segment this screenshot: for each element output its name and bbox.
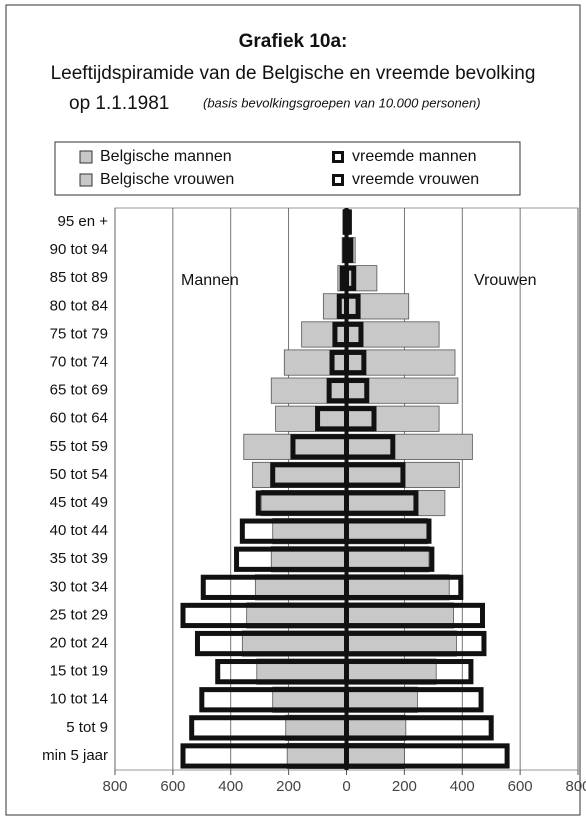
y-tick-label: 30 tot 34: [50, 578, 108, 595]
y-tick-label: 90 tot 94: [50, 241, 108, 258]
y-tick-label: 40 tot 44: [50, 522, 108, 539]
y-tick-label: 35 tot 39: [50, 550, 108, 567]
subtitle-date: op 1.1.1981: [69, 93, 169, 114]
y-tick-label: 80 tot 84: [50, 297, 108, 314]
x-tick-label: 800: [565, 778, 586, 795]
x-tick-label: 0: [342, 778, 350, 795]
x-tick-label: 200: [392, 778, 417, 795]
annotation: Mannen: [181, 272, 239, 289]
legend-swatch: [79, 173, 93, 187]
legend-label: vreemde mannen: [352, 148, 477, 165]
x-tick-label: 600: [160, 778, 185, 795]
x-tick-label: 200: [276, 778, 301, 795]
y-tick-label: 45 tot 49: [50, 494, 108, 511]
y-tick-label: 95 en +: [58, 213, 109, 230]
chart-subtitle: Leeftijdspiramide van de Belgische en vr…: [51, 63, 536, 84]
y-tick-label: min 5 jaar: [42, 747, 108, 764]
legend-label: Belgische vrouwen: [100, 171, 234, 188]
legend-label: Belgische mannen: [100, 148, 232, 165]
y-tick-label: 65 tot 69: [50, 382, 108, 399]
legend-label: vreemde vrouwen: [352, 171, 479, 188]
y-tick-label: 75 tot 79: [50, 325, 108, 342]
legend-swatch: [332, 151, 344, 163]
x-tick-label: 400: [450, 778, 475, 795]
chart-title: Grafiek 10a:: [239, 31, 348, 52]
x-tick-label: 600: [508, 778, 533, 795]
y-tick-label: 70 tot 74: [50, 354, 108, 371]
legend-box: [54, 141, 521, 196]
x-tick-label: 800: [102, 778, 127, 795]
y-tick-label: 50 tot 54: [50, 466, 108, 483]
annotation: Vrouwen: [474, 272, 537, 289]
y-tick-label: 10 tot 14: [50, 691, 108, 708]
subtitle-note: (basis bevolkingsgroepen van 10.000 pers…: [203, 95, 481, 110]
x-tick-label: 400: [218, 778, 243, 795]
y-tick-label: 55 tot 59: [50, 438, 108, 455]
legend-swatch: [332, 174, 344, 186]
y-tick-label: 5 tot 9: [66, 719, 108, 736]
y-tick-label: 15 tot 19: [50, 663, 108, 680]
y-tick-label: 20 tot 24: [50, 635, 108, 652]
legend-swatch: [79, 150, 93, 164]
y-tick-label: 60 tot 64: [50, 410, 108, 427]
y-tick-label: 25 tot 29: [50, 606, 108, 623]
y-tick-label: 85 tot 89: [50, 269, 108, 286]
